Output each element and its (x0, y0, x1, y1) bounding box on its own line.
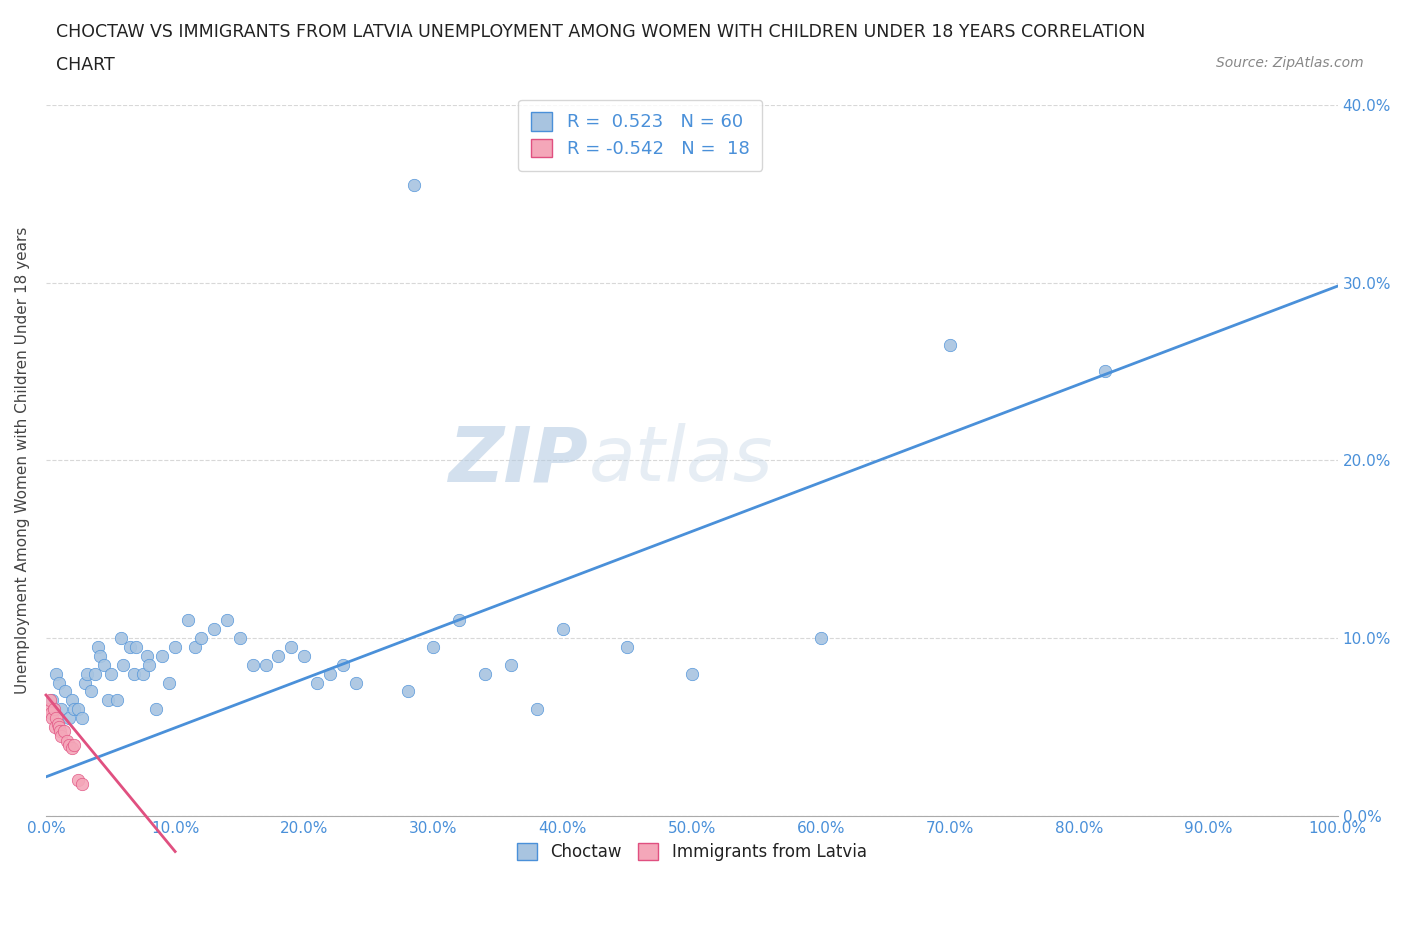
Point (48, 675, 70, 690)
Point (55, 734, 77, 749)
Point (939, 338, 962, 352)
Point (404, 178, 426, 193)
Point (51, 728, 73, 743)
Point (41, 711, 63, 725)
Point (396, 684, 419, 699)
Point (157, 675, 180, 690)
Point (73, 675, 96, 690)
Point (60, 693, 83, 708)
Point (58, 711, 80, 725)
Point (474, 666, 496, 681)
Point (526, 702, 548, 717)
Point (44, 720, 66, 735)
Point (132, 666, 155, 681)
Point (228, 631, 250, 645)
Point (280, 640, 302, 655)
Point (145, 702, 167, 717)
Point (70, 777, 93, 791)
Point (183, 640, 205, 655)
Point (39, 705, 62, 720)
Point (267, 648, 290, 663)
Point (125, 640, 148, 655)
Point (89, 648, 111, 663)
Point (810, 631, 832, 645)
Point (76, 666, 98, 681)
Point (67, 773, 90, 788)
Point (42, 702, 65, 717)
Point (100, 666, 122, 681)
Legend: Choctaw, Immigrants from Latvia: Choctaw, Immigrants from Latvia (510, 837, 873, 868)
Point (118, 640, 141, 655)
Point (80, 684, 103, 699)
Point (616, 640, 638, 655)
Point (60, 741, 83, 756)
Point (38, 702, 60, 717)
Point (67, 702, 90, 717)
Point (215, 613, 238, 628)
Point (344, 675, 367, 690)
Point (45, 666, 67, 681)
Point (307, 675, 329, 690)
Point (122, 666, 145, 681)
Point (105, 693, 128, 708)
Point (86, 640, 108, 655)
Point (292, 648, 315, 663)
Point (242, 658, 264, 672)
Text: Source: ZipAtlas.com: Source: ZipAtlas.com (1216, 56, 1364, 70)
Point (110, 631, 132, 645)
Point (551, 622, 574, 637)
Point (51, 702, 73, 717)
Point (63, 702, 86, 717)
Text: atlas: atlas (589, 423, 773, 498)
Point (70, 711, 93, 725)
Point (48, 720, 70, 735)
Text: ZIP: ZIP (449, 423, 589, 498)
Point (46, 716, 69, 731)
Point (1094, 364, 1116, 379)
Point (422, 640, 444, 655)
Point (38, 693, 60, 708)
Point (41, 693, 63, 708)
Point (53, 684, 76, 699)
Point (681, 666, 703, 681)
Point (165, 640, 187, 655)
Point (135, 648, 157, 663)
Point (190, 631, 212, 645)
Point (138, 658, 160, 672)
Point (150, 648, 173, 663)
Point (63, 737, 86, 752)
Point (202, 622, 225, 637)
Point (112, 658, 135, 672)
Point (177, 613, 200, 628)
Point (53, 724, 76, 738)
Point (93, 658, 115, 672)
Point (45, 711, 67, 725)
Text: CHART: CHART (56, 56, 115, 73)
Point (97, 693, 120, 708)
Point (499, 658, 522, 672)
Point (49, 724, 72, 738)
Point (58, 737, 80, 752)
Y-axis label: Unemployment Among Women with Children Under 18 years: Unemployment Among Women with Children U… (15, 227, 30, 694)
Point (84, 666, 107, 681)
Point (332, 658, 354, 672)
Point (254, 658, 277, 672)
Point (319, 666, 342, 681)
Text: CHOCTAW VS IMMIGRANTS FROM LATVIA UNEMPLOYMENT AMONG WOMEN WITH CHILDREN UNDER 1: CHOCTAW VS IMMIGRANTS FROM LATVIA UNEMPL… (56, 23, 1146, 41)
Point (449, 613, 471, 628)
